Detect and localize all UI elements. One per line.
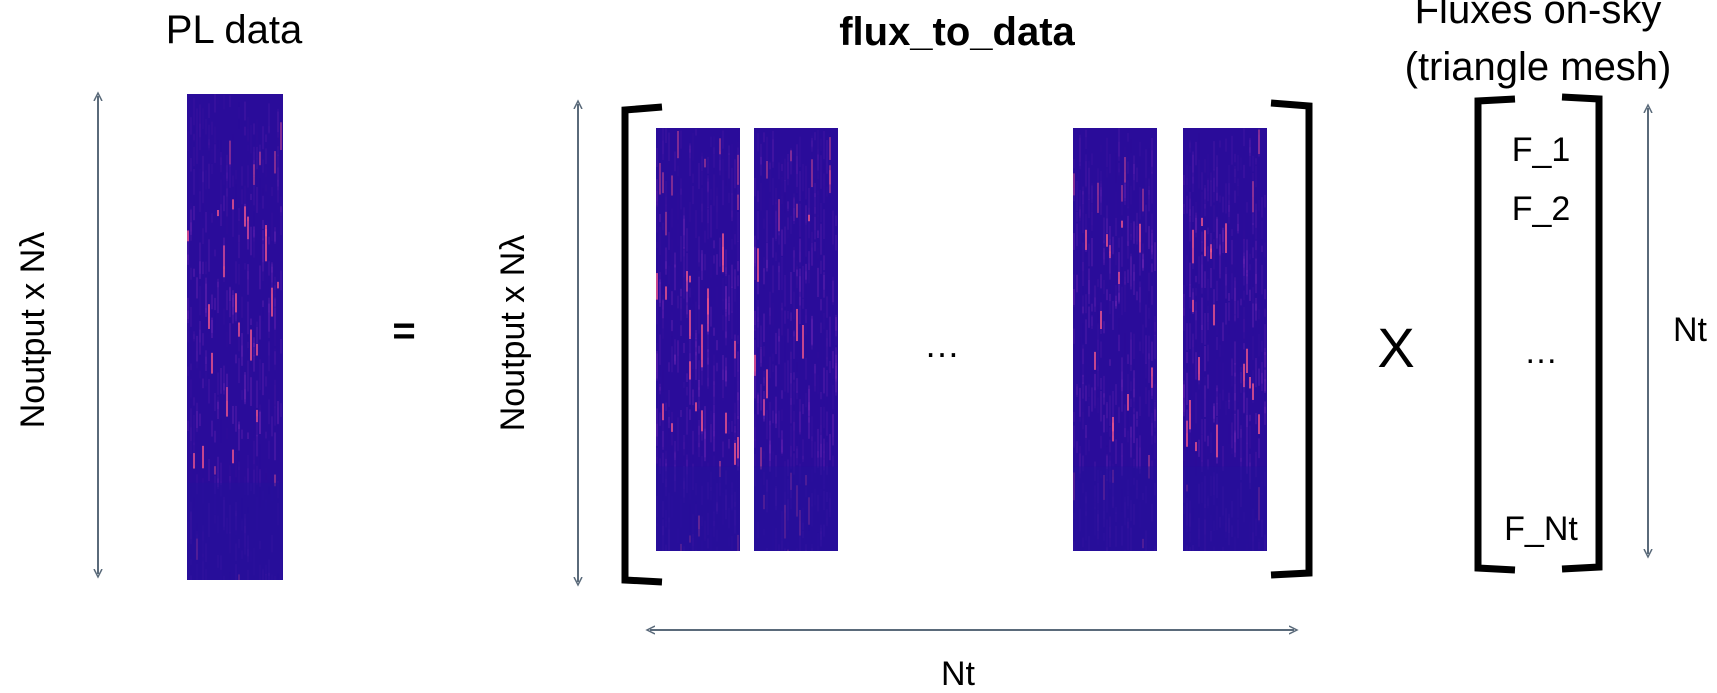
vector-left-bracket xyxy=(1478,99,1515,570)
vector-right-bracket xyxy=(1562,97,1599,569)
matrix-right-bracket xyxy=(1271,103,1309,575)
matrix-left-bracket xyxy=(625,107,662,582)
